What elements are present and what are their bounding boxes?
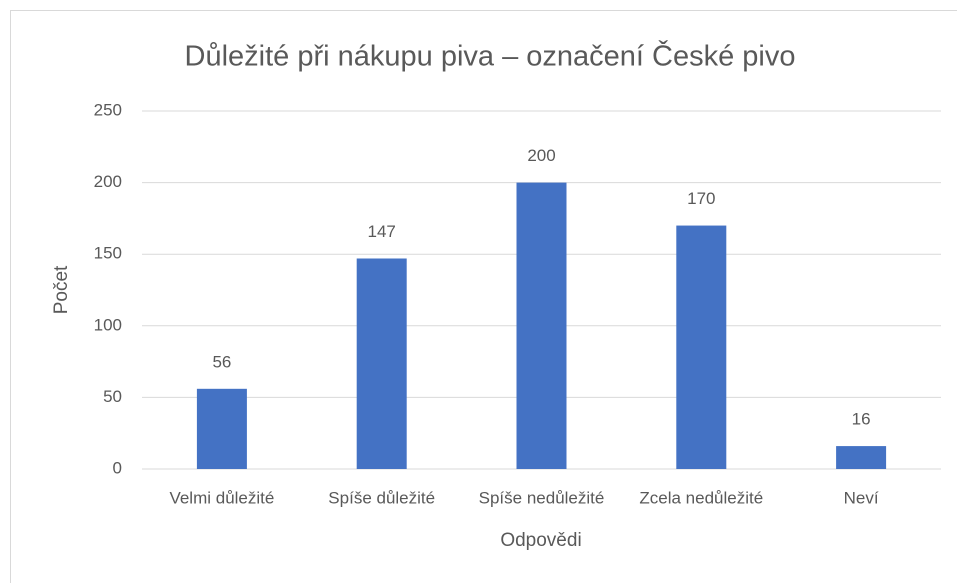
bar bbox=[356, 258, 407, 469]
x-tick-label: Neví bbox=[844, 488, 879, 507]
bar bbox=[196, 388, 247, 469]
x-tick-label: Zcela nedůležité bbox=[639, 488, 763, 507]
y-tick-label: 250 bbox=[94, 100, 122, 119]
y-tick-label: 150 bbox=[94, 244, 122, 263]
y-tick-label: 200 bbox=[94, 172, 122, 191]
y-tick-label: 0 bbox=[113, 458, 122, 477]
y-tick-label: 100 bbox=[94, 315, 122, 334]
data-label: 170 bbox=[687, 189, 715, 208]
x-tick-label: Spíše nedůležité bbox=[479, 488, 605, 507]
bar bbox=[836, 446, 887, 469]
chart-title: Důležité při nákupu piva – označení Česk… bbox=[185, 39, 796, 73]
x-tick-label: Velmi důležité bbox=[169, 488, 274, 507]
data-label: 200 bbox=[527, 146, 555, 165]
data-label: 16 bbox=[852, 410, 871, 429]
y-axis-label: Počet bbox=[51, 265, 72, 314]
x-axis-label: Odpovědi bbox=[500, 530, 581, 551]
data-label: 56 bbox=[212, 352, 231, 371]
data-label: 147 bbox=[368, 222, 396, 241]
y-tick-label: 50 bbox=[103, 387, 122, 406]
x-tick-label: Spíše důležité bbox=[328, 488, 435, 507]
bar bbox=[676, 225, 727, 469]
chart-border bbox=[10, 10, 957, 583]
bar bbox=[516, 182, 567, 469]
